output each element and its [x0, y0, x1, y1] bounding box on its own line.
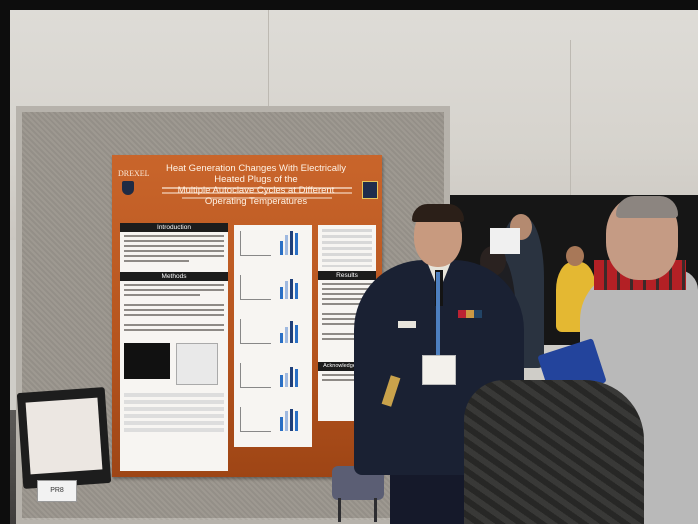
- bar-graph: [280, 363, 298, 387]
- text-line: [124, 294, 200, 296]
- text-line: [124, 260, 189, 262]
- text-line: [124, 324, 224, 326]
- bar: [290, 321, 293, 343]
- line-graph: [240, 363, 271, 388]
- text-line: [322, 288, 372, 290]
- poster-authors: [162, 187, 352, 194]
- text-line: [124, 255, 224, 257]
- text-line: [124, 329, 224, 331]
- bar: [285, 411, 288, 431]
- bar: [290, 231, 293, 255]
- text-line: [322, 303, 372, 305]
- bar-graph: [280, 407, 298, 431]
- methods-figures: [124, 343, 224, 385]
- section-heading-results: Results: [318, 271, 376, 280]
- tablet-screen: [25, 397, 103, 475]
- bar-graph: [280, 319, 298, 343]
- booth-number-sign: PR8: [37, 480, 77, 502]
- poster-affiliations: [182, 197, 332, 199]
- background-sign: [490, 228, 520, 254]
- bar: [295, 411, 298, 431]
- text-line: [124, 309, 224, 311]
- bar: [280, 241, 283, 255]
- presenter-hair: [412, 204, 464, 222]
- research-poster: DREXEL Heat Generation Changes With Elec…: [112, 155, 382, 477]
- line-graph: [240, 275, 271, 300]
- bar: [280, 375, 283, 387]
- poster-column-1: Introduction Methods: [120, 223, 228, 471]
- background-person-head: [566, 246, 584, 266]
- text-line: [322, 338, 372, 340]
- nameplate: [398, 321, 416, 328]
- wall-seam: [570, 40, 571, 220]
- quilted-coat: [464, 380, 644, 524]
- text-line: [322, 323, 372, 325]
- line-graph: [240, 231, 271, 256]
- text-line: [322, 283, 372, 285]
- poster-title-line: Multiple Autoclave Cycles at Different O…: [177, 185, 335, 207]
- photo-frame: DREXEL Heat Generation Changes With Elec…: [10, 10, 698, 524]
- text-line: [124, 314, 224, 316]
- text-line: [322, 318, 372, 320]
- line-graph: [240, 319, 271, 344]
- bar: [290, 367, 293, 387]
- text-line: [322, 313, 372, 315]
- results-table: [322, 229, 372, 267]
- text-line: [322, 333, 372, 335]
- text-line: [124, 284, 224, 286]
- bar: [280, 333, 283, 343]
- text-line: [322, 293, 372, 295]
- bar: [295, 233, 298, 255]
- bar: [285, 235, 288, 255]
- text-line: [124, 304, 224, 306]
- poster-header: DREXEL Heat Generation Changes With Elec…: [112, 155, 382, 213]
- poster-column-2: [234, 225, 312, 447]
- text-line: [124, 245, 224, 247]
- bar: [280, 287, 283, 299]
- bar: [285, 373, 288, 387]
- equipment-photo: [124, 343, 170, 379]
- bar: [290, 279, 293, 299]
- bar: [285, 327, 288, 343]
- bar: [295, 283, 298, 299]
- section-heading-methods: Methods: [120, 272, 228, 281]
- coat-quilting: [464, 380, 644, 524]
- bar: [295, 325, 298, 343]
- name-badge: [422, 355, 456, 385]
- lanyard: [436, 272, 440, 356]
- ribbon-bar: [458, 310, 482, 318]
- text-line: [124, 240, 224, 242]
- poster-title: Heat Generation Changes With Electricall…: [156, 163, 356, 207]
- army-seal-icon: [362, 181, 378, 199]
- text-line: [124, 250, 224, 252]
- line-graph: [240, 407, 271, 432]
- bar-graph: [280, 275, 298, 299]
- bar: [285, 281, 288, 299]
- text-line: [322, 374, 372, 376]
- text-line: [124, 235, 224, 237]
- chair-leg: [338, 498, 341, 522]
- shield-icon: [122, 181, 134, 195]
- text-line: [322, 298, 372, 300]
- university-logo: DREXEL: [118, 169, 150, 178]
- bar: [280, 417, 283, 431]
- poster-title-line: Heat Generation Changes With Electricall…: [165, 163, 347, 185]
- section-heading-acknowledgements: Acknowledgements: [318, 362, 376, 371]
- visitor-hair: [616, 196, 678, 218]
- apparatus-diagram: [176, 343, 218, 385]
- chair-leg: [374, 498, 377, 522]
- data-table: [124, 393, 224, 433]
- section-heading-introduction: Introduction: [120, 223, 228, 232]
- bar-graph: [280, 231, 298, 255]
- bar: [290, 409, 293, 431]
- text-line: [124, 289, 224, 291]
- text-line: [322, 379, 372, 381]
- bar: [295, 369, 298, 387]
- wall-seam: [268, 10, 269, 190]
